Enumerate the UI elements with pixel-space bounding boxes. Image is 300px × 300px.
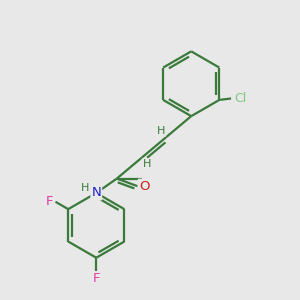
Text: O: O	[139, 180, 149, 193]
Text: H: H	[157, 126, 165, 136]
Text: Cl: Cl	[234, 92, 246, 105]
Text: F: F	[45, 195, 53, 208]
Text: F: F	[92, 272, 100, 285]
Text: H: H	[143, 159, 151, 169]
Text: H: H	[81, 183, 89, 193]
Text: N: N	[92, 187, 101, 200]
